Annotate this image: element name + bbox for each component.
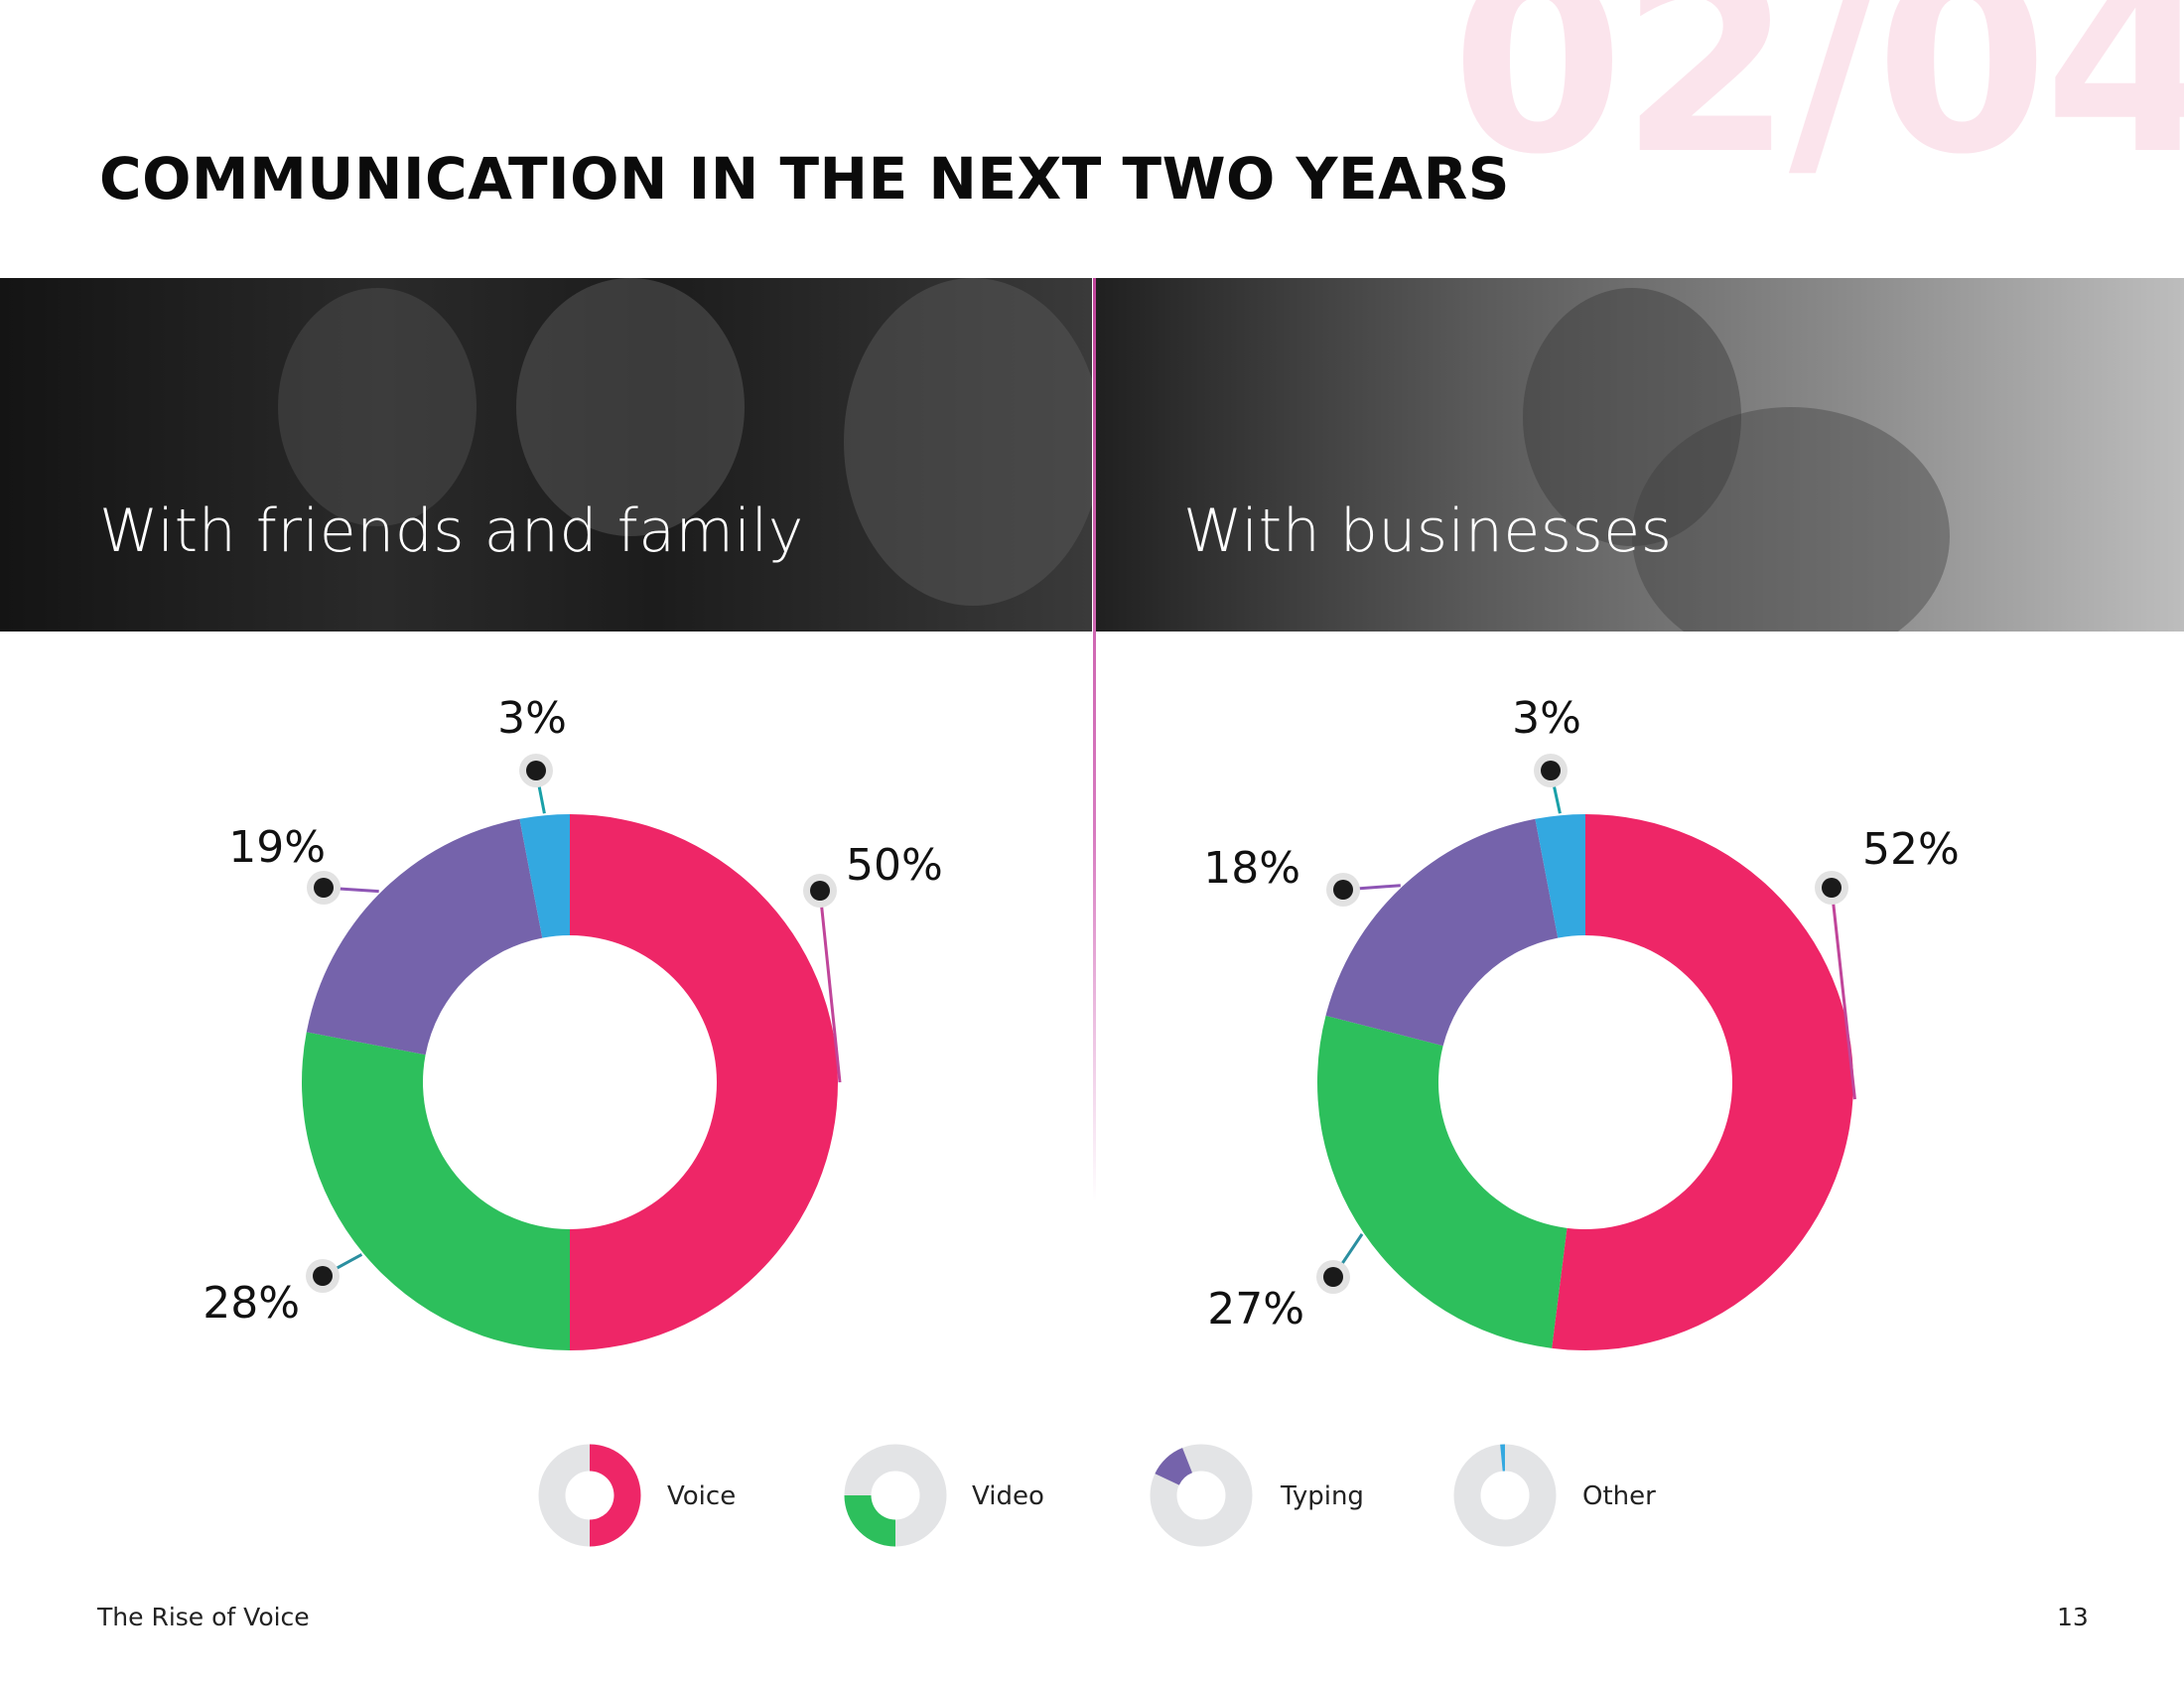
leader-line-voice [1830,887,1856,1100]
photo-person-4-body [1632,407,1950,632]
banner-label-businesses: With businesses [1183,496,1673,566]
data-label-typing: 19% [228,822,326,873]
photo-person-2 [516,278,745,536]
legend-label-video: Video [972,1481,1044,1511]
donut-slice-voice [1552,814,1854,1350]
banner-label-friends-family: With friends and family [99,496,804,566]
data-label-typing: 18% [1203,843,1300,894]
leader-dot [313,1266,333,1286]
legend-swatch-video [844,1495,895,1547]
leader-dot [314,878,334,898]
chart-legend: Voice Video Typing Other [538,1444,1656,1547]
leader-dot [1822,878,1842,898]
donut-slice-video [301,1032,570,1350]
leader-dot [526,761,546,780]
legend-track-typing [1150,1444,1253,1547]
photo-person-1 [278,288,477,526]
donut-slice-typing [306,818,543,1055]
section-watermark: 02/04 [1451,0,2184,209]
leader-dot [1323,1267,1343,1287]
banner-friends-family: With friends and family [0,278,1092,632]
legend-swatch-voice [590,1444,641,1547]
legend-label-voice: Voice [667,1481,736,1511]
donut-slice-voice [570,814,838,1350]
legend-label-typing: Typing [1280,1481,1364,1511]
donut-slice-typing [1325,818,1559,1047]
leader-dot [1333,880,1353,900]
data-label-other: 3% [497,693,567,744]
legend-label-other: Other [1582,1481,1656,1511]
donut-slice-video [1316,1015,1568,1348]
leader-dot [810,881,830,901]
legend-swatch-typing [1155,1448,1192,1485]
donut-slice-other [519,814,570,938]
footer-source: The Rise of Voice [97,1603,310,1631]
page-title: COMMUNICATION IN THE NEXT TWO YEARS [99,145,1510,212]
legend-track-other [1453,1444,1557,1547]
photo-person-4 [1523,288,1741,546]
donut-slice-other [1535,814,1585,938]
page-number: 13 [2057,1603,2089,1631]
panel-divider [1093,278,1096,1201]
data-label-video: 27% [1207,1284,1304,1335]
banner-businesses: With businesses [1096,278,2184,632]
leader-line-voice [818,890,842,1083]
data-label-other: 3% [1512,693,1581,744]
data-label-voice: 52% [1862,824,1960,875]
donut-chart-businesses: 52% 27% 18% 3% [1203,693,1960,1350]
donut-chart-friends-family: 50% 28% 19% 3% [203,693,943,1350]
leader-dot [1541,761,1561,780]
data-label-voice: 50% [846,840,943,891]
photo-person-3 [844,278,1092,606]
data-label-video: 28% [203,1278,300,1329]
legend-swatch-other [1500,1444,1505,1472]
